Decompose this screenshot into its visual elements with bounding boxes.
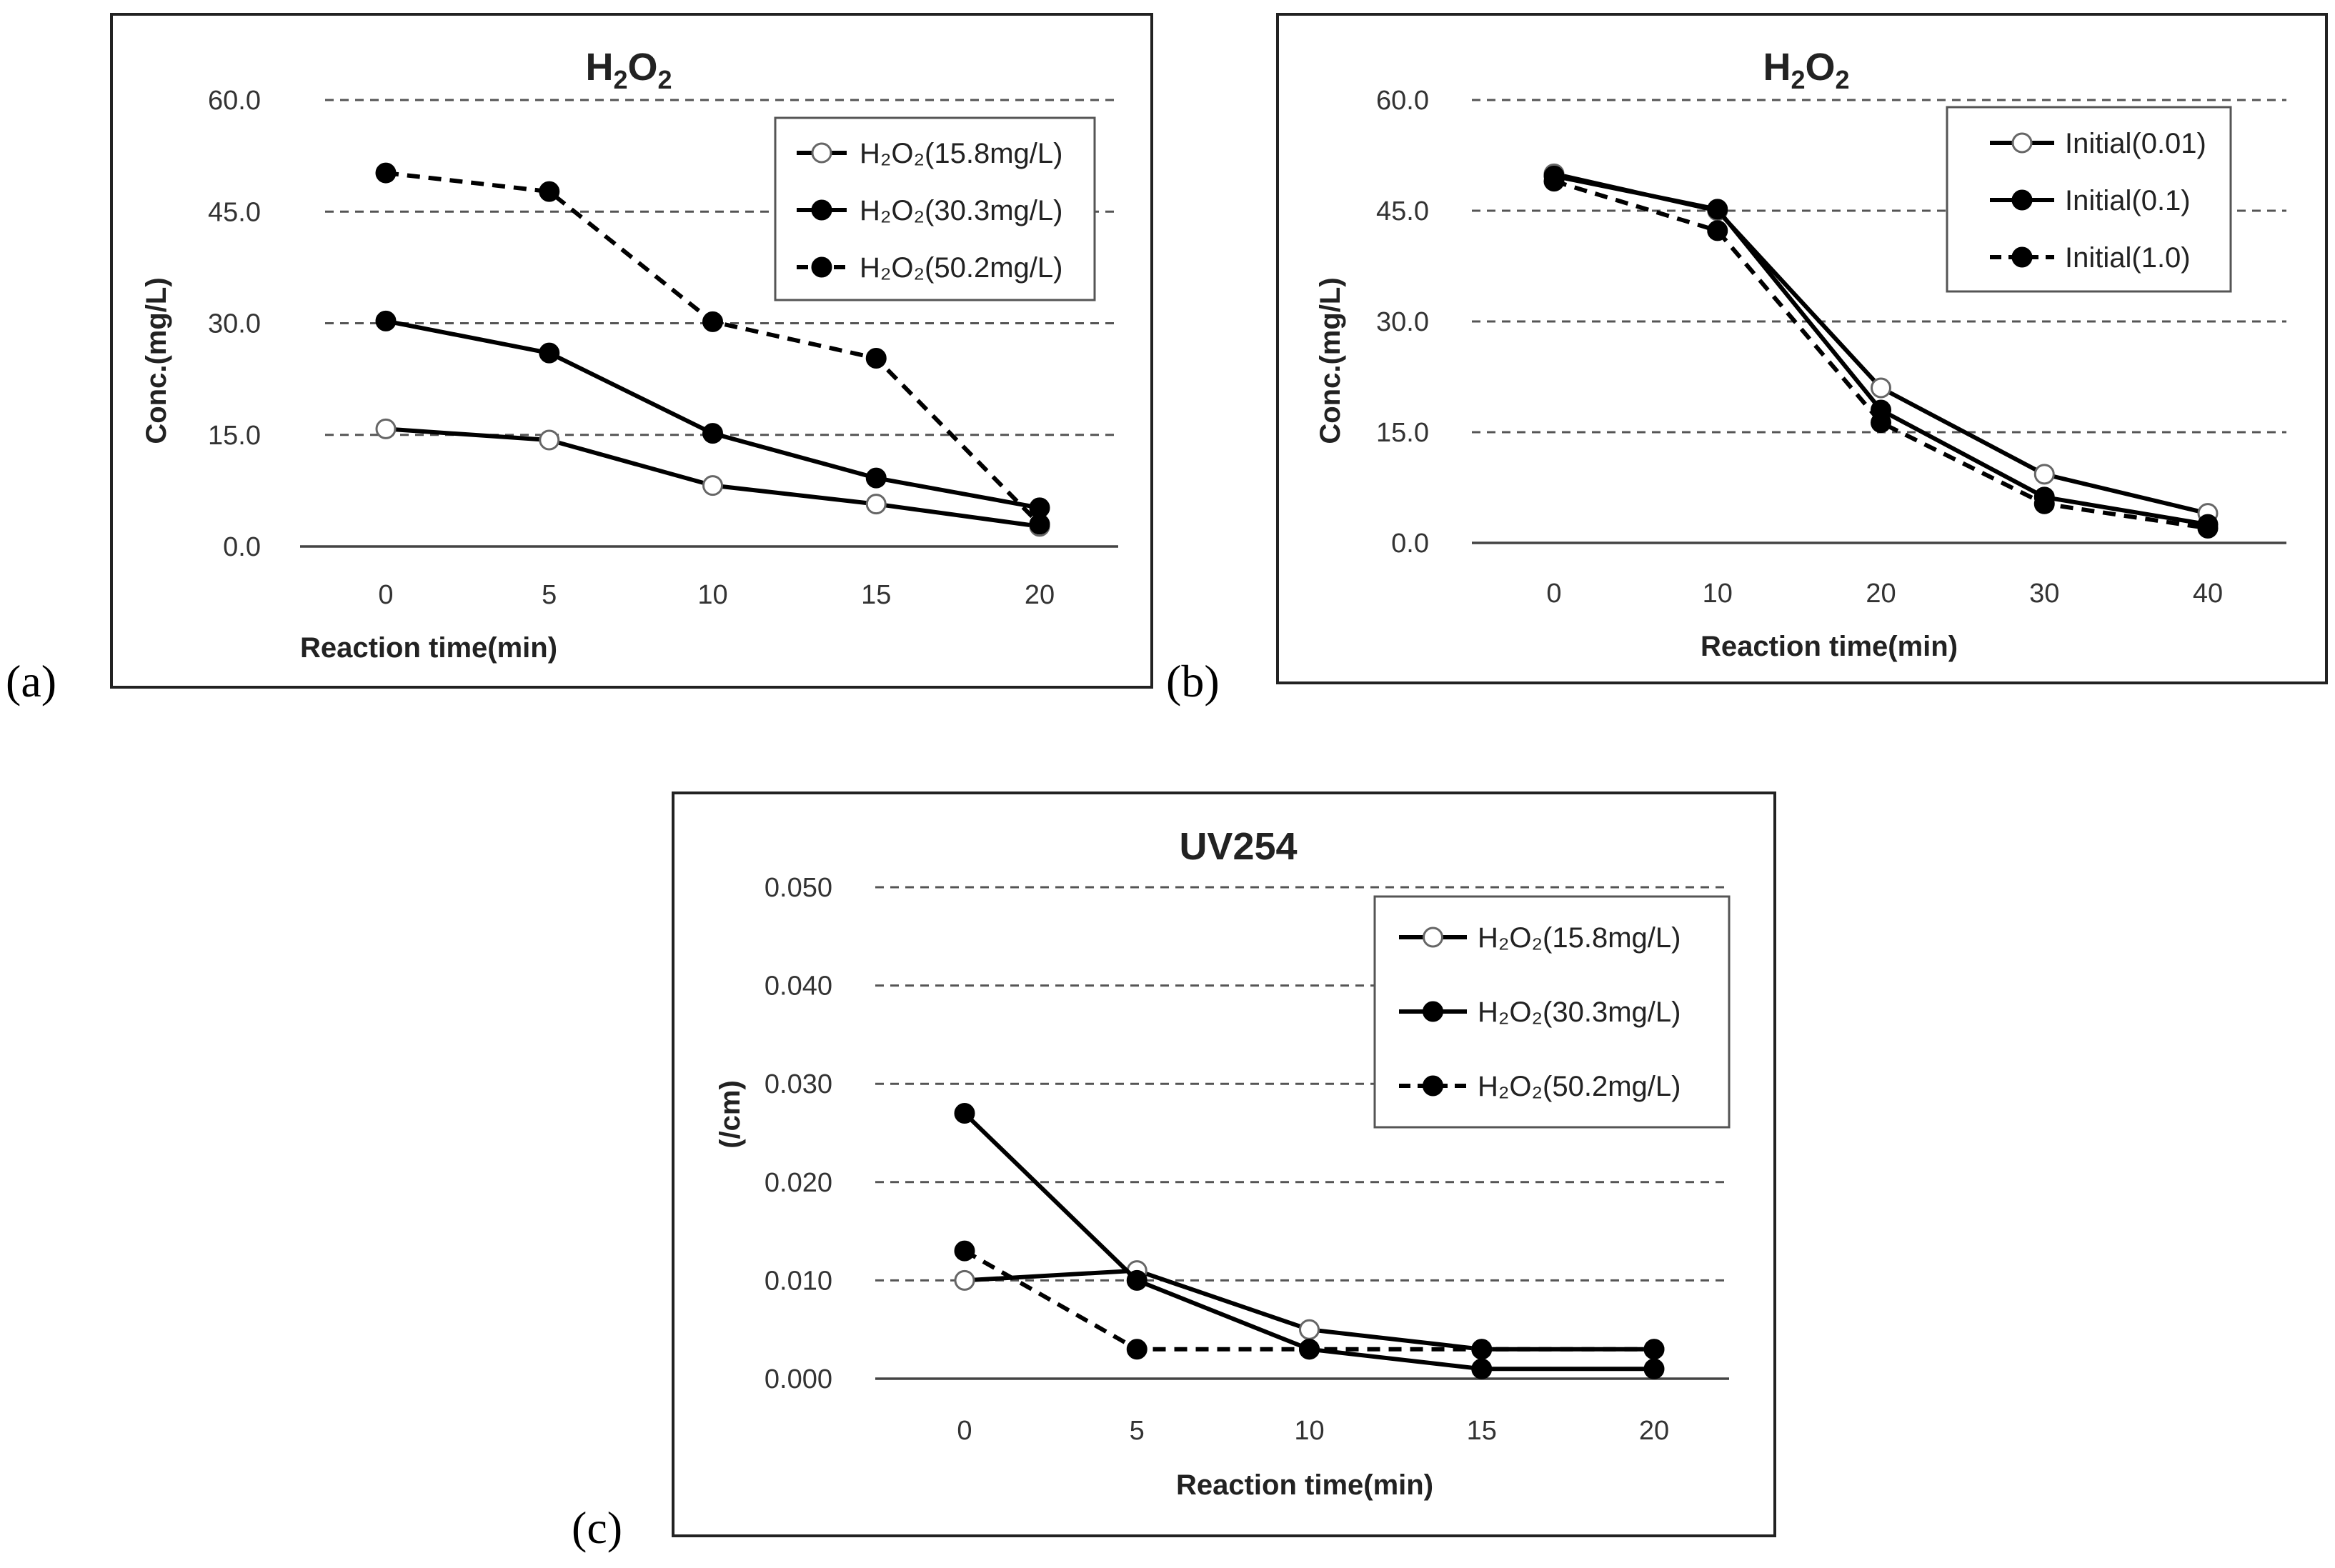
legend-label: H₂O₂(30.3mg/L) bbox=[860, 195, 1062, 226]
legend-label: Initial(0.1) bbox=[2065, 185, 2191, 216]
chart-a-x-tick: 20 bbox=[1025, 580, 1055, 610]
chart-b-point bbox=[1871, 412, 1891, 434]
chart-a-point bbox=[539, 181, 560, 202]
chart-a-point bbox=[702, 423, 723, 444]
chart-c-point bbox=[1471, 1339, 1493, 1360]
legend-label: H₂O₂(15.8mg/L) bbox=[860, 138, 1062, 169]
chart-a-y-tick: 60.0 bbox=[208, 86, 261, 116]
chart-a-ylabel: Conc.(mg/L) bbox=[141, 277, 172, 444]
legend-marker bbox=[2011, 132, 2033, 154]
chart-b-x-tick: 0 bbox=[1546, 579, 1561, 609]
chart-c-point bbox=[1643, 1339, 1665, 1360]
legend-marker bbox=[1423, 927, 1443, 948]
chart-c-title: UV254 bbox=[1179, 825, 1297, 868]
legend-label: H₂O₂(15.8mg/L) bbox=[1478, 922, 1681, 954]
chart-c-point bbox=[1126, 1339, 1147, 1360]
chart-a-point bbox=[539, 342, 560, 364]
legend-label: H₂O₂(50.2mg/L) bbox=[1478, 1071, 1681, 1102]
chart-a-x-tick: 5 bbox=[542, 580, 557, 610]
chart-b-point bbox=[1543, 171, 1565, 192]
chart-c-x-tick: 20 bbox=[1639, 1416, 1669, 1446]
legend-marker bbox=[811, 256, 832, 278]
chart-c-point bbox=[1126, 1269, 1147, 1291]
chart-a-point bbox=[375, 162, 397, 184]
chart-a-point bbox=[702, 311, 723, 332]
chart-c-x-tick: 10 bbox=[1294, 1416, 1324, 1446]
legend-label: Initial(1.0) bbox=[2065, 242, 2191, 274]
legend-label: H₂O₂(50.2mg/L) bbox=[860, 252, 1062, 284]
chart-a-x-tick: 0 bbox=[378, 580, 393, 610]
chart-b-point bbox=[1871, 377, 1891, 399]
chart-b-y-tick: 30.0 bbox=[1376, 307, 1429, 337]
chart-a-point bbox=[702, 475, 723, 496]
chart-b-point bbox=[2197, 517, 2219, 539]
chart-c-x-tick: 5 bbox=[1130, 1416, 1145, 1446]
chart-a-x-tick: 15 bbox=[861, 580, 891, 610]
chart-c-y-tick: 0.020 bbox=[765, 1168, 832, 1198]
chart-c-x-tick: 15 bbox=[1467, 1416, 1497, 1446]
chart-b-xlabel: Reaction time(min) bbox=[1701, 631, 1958, 662]
chart-b-y-tick: 60.0 bbox=[1376, 86, 1429, 116]
legend-marker bbox=[2011, 246, 2033, 268]
chart-c-point bbox=[1299, 1319, 1320, 1340]
panel-label-b: (b) bbox=[1166, 656, 1220, 706]
chart-c-y-tick: 0.030 bbox=[765, 1069, 832, 1099]
legend-label: H₂O₂(30.3mg/L) bbox=[1478, 997, 1681, 1028]
panel-label-a: (a) bbox=[6, 656, 56, 706]
chart-a-point bbox=[865, 494, 887, 515]
chart-a-point bbox=[375, 310, 397, 331]
chart-b-title: H2O2 bbox=[1763, 46, 1849, 94]
chart-c-point bbox=[1643, 1358, 1665, 1379]
chart-c-point bbox=[954, 1240, 975, 1262]
chart-b-x-tick: 20 bbox=[1866, 579, 1896, 609]
legend-marker bbox=[1423, 1001, 1443, 1022]
chart-b-x-tick: 10 bbox=[1703, 579, 1733, 609]
legend-marker bbox=[811, 199, 832, 221]
chart-a-point bbox=[375, 418, 397, 439]
legend-marker bbox=[2011, 189, 2033, 211]
legend-marker bbox=[811, 142, 832, 164]
chart-c-point bbox=[1299, 1339, 1320, 1360]
chart-a-y-tick: 45.0 bbox=[208, 197, 261, 227]
chart-a-point bbox=[1029, 514, 1050, 535]
chart-a-y-tick: 15.0 bbox=[208, 421, 261, 451]
chart-c-y-tick: 0.050 bbox=[765, 873, 832, 903]
chart-b-series-line-3 bbox=[1553, 179, 2209, 531]
chart-c-y-tick: 0.010 bbox=[765, 1266, 832, 1296]
chart-c-x-tick: 0 bbox=[957, 1416, 972, 1446]
chart-a-point bbox=[865, 347, 887, 369]
chart-b-point bbox=[1707, 199, 1728, 220]
chart-c-point bbox=[1471, 1358, 1493, 1379]
chart-c-y-tick: 0.040 bbox=[765, 972, 832, 1002]
chart-b: H2O2 0.0 15.0 30.0 45.0 60.0 0 10 20 30 40 React… bbox=[1276, 13, 2328, 684]
panel-label-c: (c) bbox=[572, 1502, 622, 1553]
chart-c-y-tick: 0.000 bbox=[765, 1364, 832, 1394]
chart-b-point bbox=[2033, 493, 2055, 514]
chart-a-title: H2O2 bbox=[585, 46, 672, 94]
chart-c-point bbox=[954, 1269, 975, 1291]
chart-a-point bbox=[539, 429, 560, 451]
chart-b-point bbox=[2033, 464, 2055, 485]
chart-b-point bbox=[1707, 220, 1728, 241]
chart-a-y-tick: 30.0 bbox=[208, 309, 261, 339]
chart-a-x-tick: 10 bbox=[697, 580, 727, 610]
chart-a-xlabel: Reaction time(min) bbox=[300, 632, 557, 664]
chart-b-x-tick: 30 bbox=[2029, 579, 2059, 609]
chart-a: H2O2 0.0 15.0 30.0 45.0 60.0 0 5 10 15 20 Reacti… bbox=[110, 13, 1153, 689]
chart-c-xlabel: Reaction time(min) bbox=[1176, 1469, 1433, 1501]
legend-marker bbox=[1423, 1075, 1443, 1097]
chart-a-frame bbox=[110, 13, 1153, 689]
chart-c: UV254 0.000 0.010 0.020 0.030 0.040 0.050 0 5 1… bbox=[672, 792, 1776, 1537]
legend-label: Initial(0.01) bbox=[2065, 128, 2206, 159]
chart-c-point bbox=[954, 1102, 975, 1124]
chart-a-y-tick: 0.0 bbox=[223, 532, 261, 562]
chart-c-ylabel: (/cm) bbox=[715, 1080, 746, 1149]
chart-b-ylabel: Conc.(mg/L) bbox=[1315, 277, 1346, 444]
chart-b-y-tick: 45.0 bbox=[1376, 196, 1429, 226]
chart-a-point bbox=[865, 467, 887, 489]
chart-b-y-tick: 0.0 bbox=[1391, 529, 1429, 559]
chart-b-x-tick: 40 bbox=[2193, 579, 2223, 609]
chart-b-y-tick: 15.0 bbox=[1376, 418, 1429, 448]
